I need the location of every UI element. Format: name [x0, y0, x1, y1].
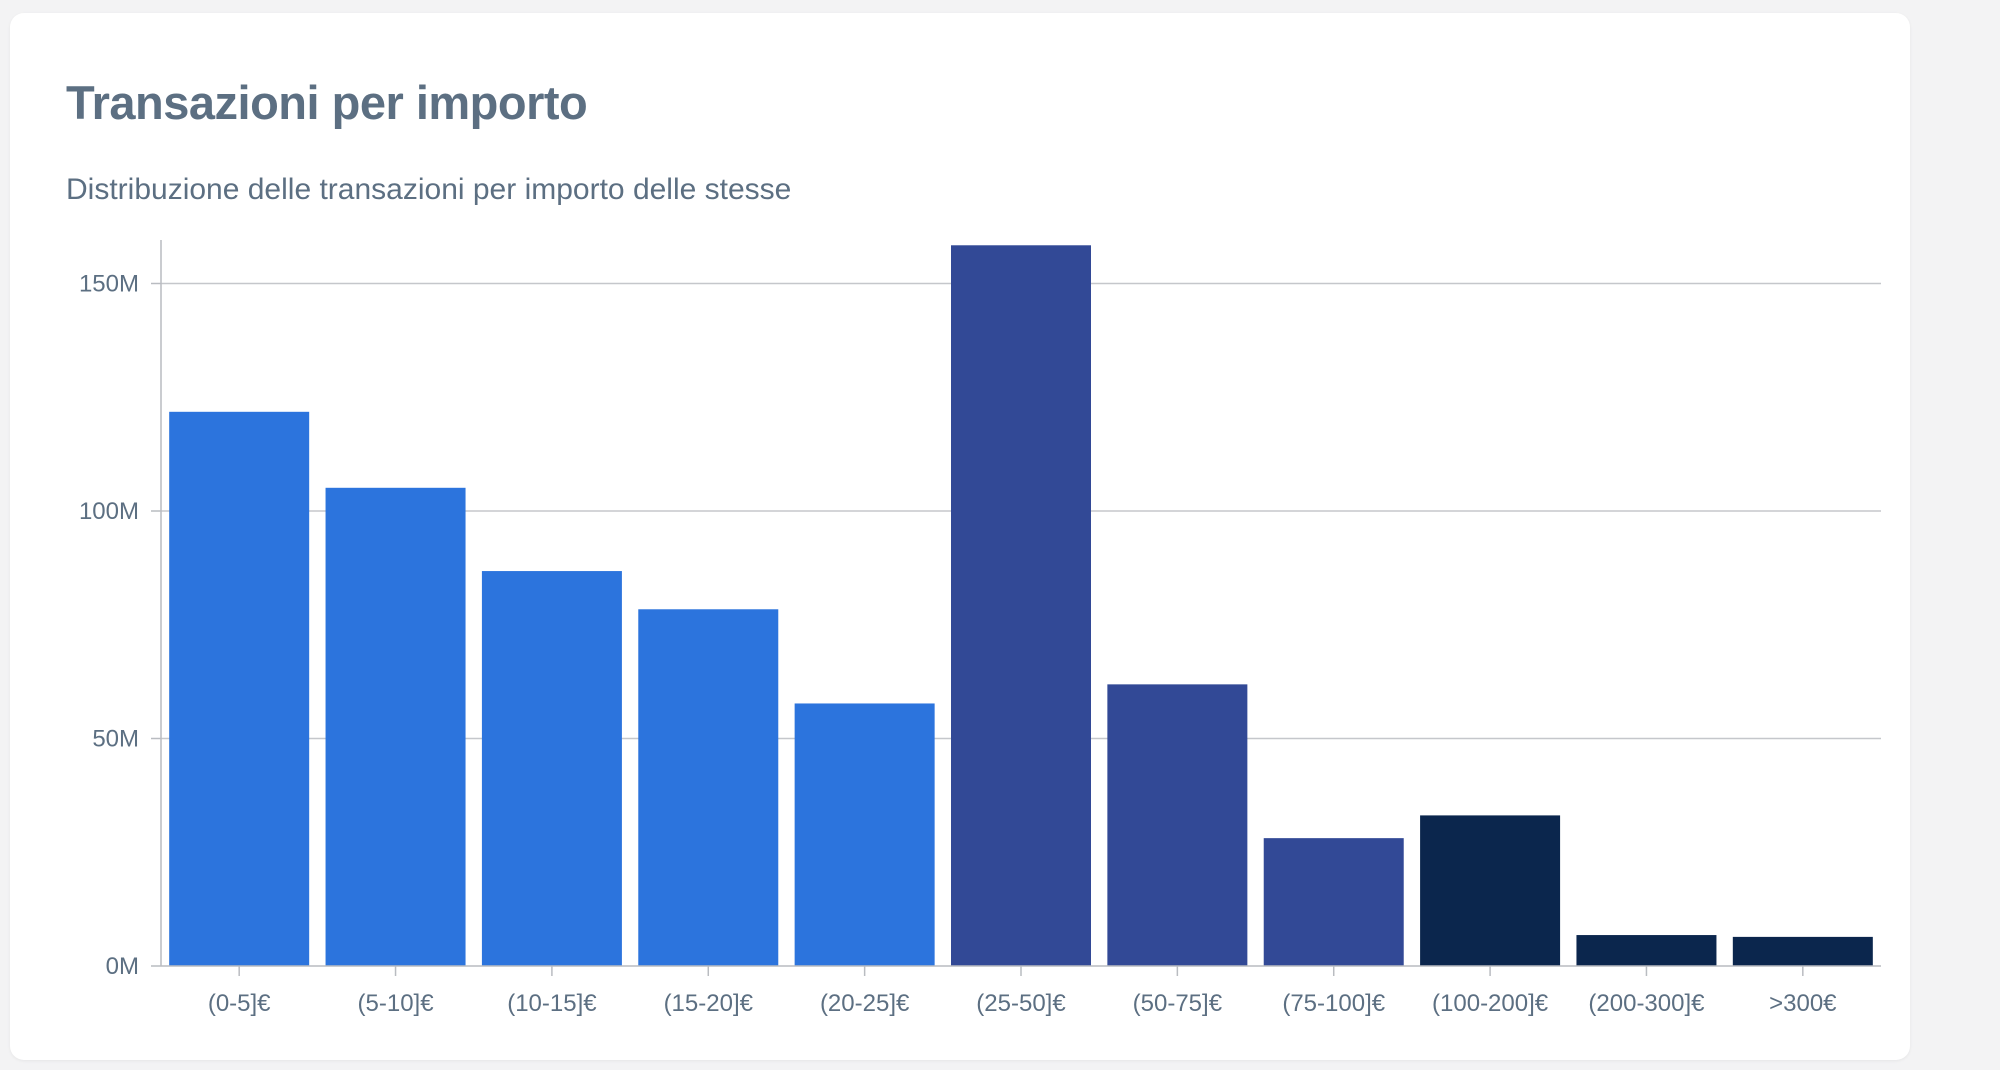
- bar: [481, 571, 622, 966]
- y-tick-label: 50M: [92, 726, 139, 753]
- x-tick-label: (20-25]€: [820, 990, 910, 1017]
- bar: [1420, 815, 1561, 966]
- chart-card: Transazioni per importo Distribuzione de…: [10, 13, 1910, 1060]
- x-tick-label: (200-300]€: [1588, 990, 1705, 1017]
- x-tick-label: (5-10]€: [358, 990, 435, 1017]
- bar: [1107, 684, 1248, 966]
- x-tick-label: (100-200]€: [1432, 990, 1549, 1017]
- bar: [1732, 936, 1873, 966]
- y-tick-label: 0M: [106, 953, 139, 980]
- bar-chart: 0M 50M 100M 150M (0-5]€ (5-10]€ (10-15]€ (15-20…: [79, 240, 1881, 1017]
- x-tick-label: (50-75]€: [1133, 990, 1223, 1017]
- y-tick-label: 100M: [79, 498, 139, 525]
- x-tick-label: (75-100]€: [1282, 990, 1385, 1017]
- x-tick-label: (0-5]€: [208, 990, 271, 1017]
- chart-subtitle: Distribuzione delle transazioni per impo…: [66, 173, 792, 206]
- bar: [638, 609, 779, 966]
- bar: [1576, 935, 1717, 966]
- x-tick-label: >300€: [1769, 990, 1837, 1017]
- bar: [169, 411, 310, 966]
- chart-title: Transazioni per importo: [66, 76, 588, 129]
- bar: [1263, 838, 1404, 966]
- bar: [951, 245, 1091, 966]
- x-tick-label: (10-15]€: [507, 990, 597, 1017]
- x-tick-label: (25-50]€: [976, 990, 1066, 1017]
- bar: [325, 487, 466, 966]
- bar: [794, 703, 935, 966]
- y-tick-label: 150M: [79, 271, 139, 298]
- x-tick-label: (15-20]€: [664, 990, 754, 1017]
